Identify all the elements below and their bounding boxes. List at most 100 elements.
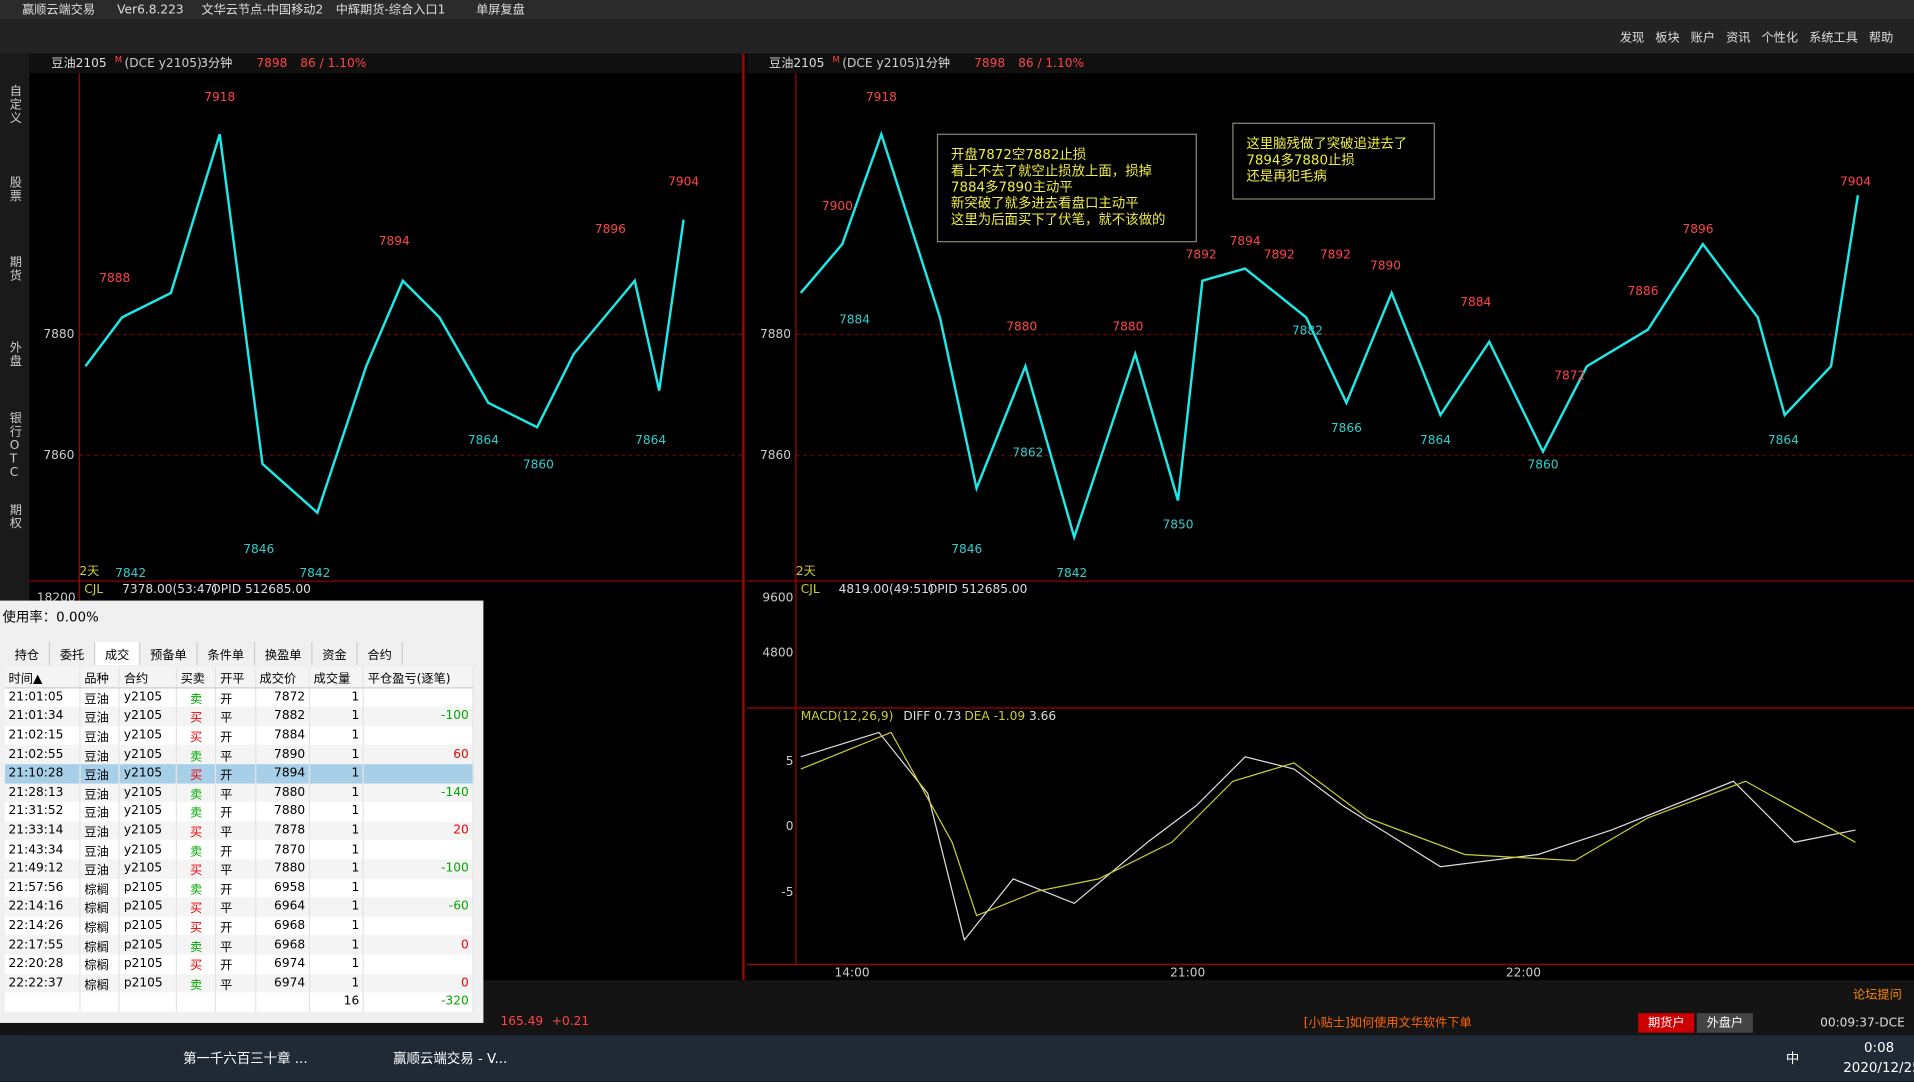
- clock-date: 2020/12/25: [1843, 1059, 1914, 1076]
- trade-row[interactable]: 21:01:34 豆油 y2105 买平 7882 1 -100: [4, 707, 474, 727]
- label: CJL: [84, 582, 103, 596]
- price-label: 7918: [204, 90, 235, 104]
- label: M: [115, 55, 122, 65]
- note-text: 7894多7880止损: [1246, 151, 1354, 168]
- label[interactable]: 论坛提问: [1853, 986, 1902, 1001]
- sidebar-tab[interactable]: 货: [10, 267, 22, 282]
- cell: 21:33:14: [4, 821, 81, 841]
- cell: y2105: [119, 687, 177, 708]
- trade-row[interactable]: 21:02:55 豆油 y2105 卖平 7890 1 60: [4, 745, 474, 765]
- y-tick-label: 4800: [762, 646, 793, 660]
- cell: 平: [215, 745, 256, 765]
- cell: 21:01:05: [4, 687, 81, 708]
- column-header[interactable]: 开平: [215, 667, 256, 688]
- cell: [363, 916, 474, 936]
- menu-item[interactable]: 板块: [1655, 30, 1679, 44]
- cell: 豆油: [80, 840, 121, 860]
- trade-row[interactable]: 21:01:05 豆油 y2105 卖开 7872 1: [4, 687, 474, 708]
- tab[interactable]: 成交: [95, 642, 141, 666]
- menu-item[interactable]: 个性化: [1761, 30, 1798, 44]
- cell: 1: [309, 802, 365, 822]
- trade-row[interactable]: 21:31:52 豆油 y2105 卖开 7880 1: [4, 802, 474, 822]
- trade-row[interactable]: 21:33:14 豆油 y2105 买平 7878 1 20: [4, 821, 474, 841]
- status-button[interactable]: [1638, 1013, 1695, 1033]
- sidebar-tab[interactable]: 盘: [10, 353, 22, 368]
- trade-row[interactable]: 22:22:37 棕榈 p2105 卖平 6974 1 0: [4, 973, 474, 993]
- sidebar-tab[interactable]: 外: [10, 340, 22, 354]
- column-header[interactable]: 买卖: [176, 667, 217, 688]
- tab[interactable]: 合约: [358, 642, 403, 666]
- trade-row[interactable]: 21:10:28 豆油 y2105 买开 7894 1: [4, 764, 474, 784]
- column-header[interactable]: 合约: [119, 667, 177, 688]
- sidebar-tab[interactable]: 股: [10, 176, 22, 190]
- sidebar-tab[interactable]: 权: [10, 516, 22, 530]
- sidebar-tab[interactable]: C: [10, 465, 19, 479]
- sidebar-tab[interactable]: O: [10, 438, 20, 452]
- sidebar-tab[interactable]: 期: [10, 255, 22, 269]
- sidebar-tab[interactable]: 行: [10, 425, 22, 439]
- trade-row[interactable]: 22:20:28 棕榈 p2105 买开 6974 1: [4, 954, 474, 974]
- trade-row[interactable]: 21:57:56 棕榈 p2105 卖开 6958 1: [4, 878, 474, 898]
- cell: 0: [363, 973, 474, 993]
- trade-row[interactable]: 22:14:16 棕榈 p2105 买平 6964 1 -60: [4, 897, 474, 917]
- label[interactable]: 3分钟: [200, 55, 232, 70]
- sidebar-tab[interactable]: 期: [10, 503, 22, 517]
- sidebar-tab[interactable]: 自: [10, 84, 22, 98]
- menu-item[interactable]: 帮助: [1869, 30, 1893, 44]
- sidebar-tab[interactable]: 定: [10, 96, 22, 111]
- trade-row[interactable]: 22:14:26 棕榈 p2105 买开 6968 1: [4, 916, 474, 936]
- cell: [363, 764, 474, 784]
- tab[interactable]: 持仓: [5, 642, 51, 666]
- menu-item[interactable]: 账户: [1691, 29, 1715, 44]
- column-header[interactable]: 成交价: [255, 667, 311, 688]
- price-label: 7860: [523, 458, 554, 472]
- y-tick-label: 9600: [762, 591, 793, 605]
- task-item[interactable]: 第一千六百三十章 ...: [183, 1051, 308, 1067]
- price-label: 7846: [243, 542, 274, 556]
- cell: 卖: [176, 745, 217, 765]
- cell: 6974: [255, 954, 311, 974]
- label[interactable]: [小贴士]如何使用文华软件下单: [1304, 1014, 1472, 1029]
- status-button[interactable]: [1696, 1013, 1753, 1033]
- menu-item[interactable]: 系统工具: [1809, 30, 1858, 44]
- trade-row[interactable]: 21:49:12 豆油 y2105 买平 7880 1 -100: [4, 859, 474, 879]
- column-header[interactable]: 品种: [80, 667, 121, 688]
- trade-row[interactable]: 21:28:13 豆油 y2105 卖平 7880 1 -140: [4, 783, 474, 803]
- status-button-label[interactable]: 外盘户: [1707, 1014, 1744, 1029]
- ime[interactable]: 中: [1785, 1051, 1800, 1067]
- cell: 1: [309, 840, 365, 860]
- trade-row[interactable]: 21:43:34 豆油 y2105 卖开 7870 1: [4, 840, 474, 860]
- cell: [4, 992, 81, 1012]
- cell: 开: [215, 954, 256, 974]
- cell: p2105: [119, 954, 177, 974]
- cell: 7890: [255, 745, 311, 765]
- sidebar-tab[interactable]: 票: [10, 189, 22, 203]
- note-text: 7884多7890主动平: [951, 178, 1073, 195]
- cell: 豆油: [80, 802, 121, 822]
- label: CJL: [801, 582, 820, 596]
- menu-item[interactable]: 发现: [1620, 29, 1644, 44]
- menu-item[interactable]: 资讯: [1726, 30, 1750, 44]
- trade-row[interactable]: 21:02:15 豆油 y2105 买开 7884 1: [4, 726, 474, 746]
- sidebar-tab[interactable]: 义: [10, 111, 22, 125]
- label[interactable]: 1分钟: [918, 55, 950, 70]
- trade-row[interactable]: 22:17:55 棕榈 p2105 卖平 6968 1 0: [4, 935, 474, 955]
- tab[interactable]: 资金: [312, 642, 358, 666]
- cell: 1: [309, 973, 365, 993]
- sidebar-tab[interactable]: T: [9, 451, 18, 465]
- note-text: 开盘7872空7882止损: [951, 146, 1086, 163]
- price-label: 7846: [951, 542, 982, 556]
- tab[interactable]: 委托: [50, 642, 96, 666]
- tab[interactable]: 条件单: [198, 642, 256, 666]
- tab[interactable]: 预备单: [140, 642, 198, 666]
- column-header[interactable]: 成交量: [309, 667, 365, 688]
- column-header[interactable]: 平仓盈亏(逐笔): [363, 667, 474, 688]
- task-item[interactable]: 赢顺云端交易 - V...: [393, 1051, 508, 1067]
- cell: [363, 840, 474, 860]
- cell: 棕榈: [80, 897, 121, 917]
- status-button-label[interactable]: 期货户: [1648, 1014, 1685, 1029]
- sidebar-tab[interactable]: 银: [10, 411, 22, 425]
- column-header[interactable]: 时间▲: [4, 667, 81, 688]
- tab[interactable]: 换盈单: [255, 642, 313, 666]
- app-title: 赢顺云端交易: [22, 1, 95, 16]
